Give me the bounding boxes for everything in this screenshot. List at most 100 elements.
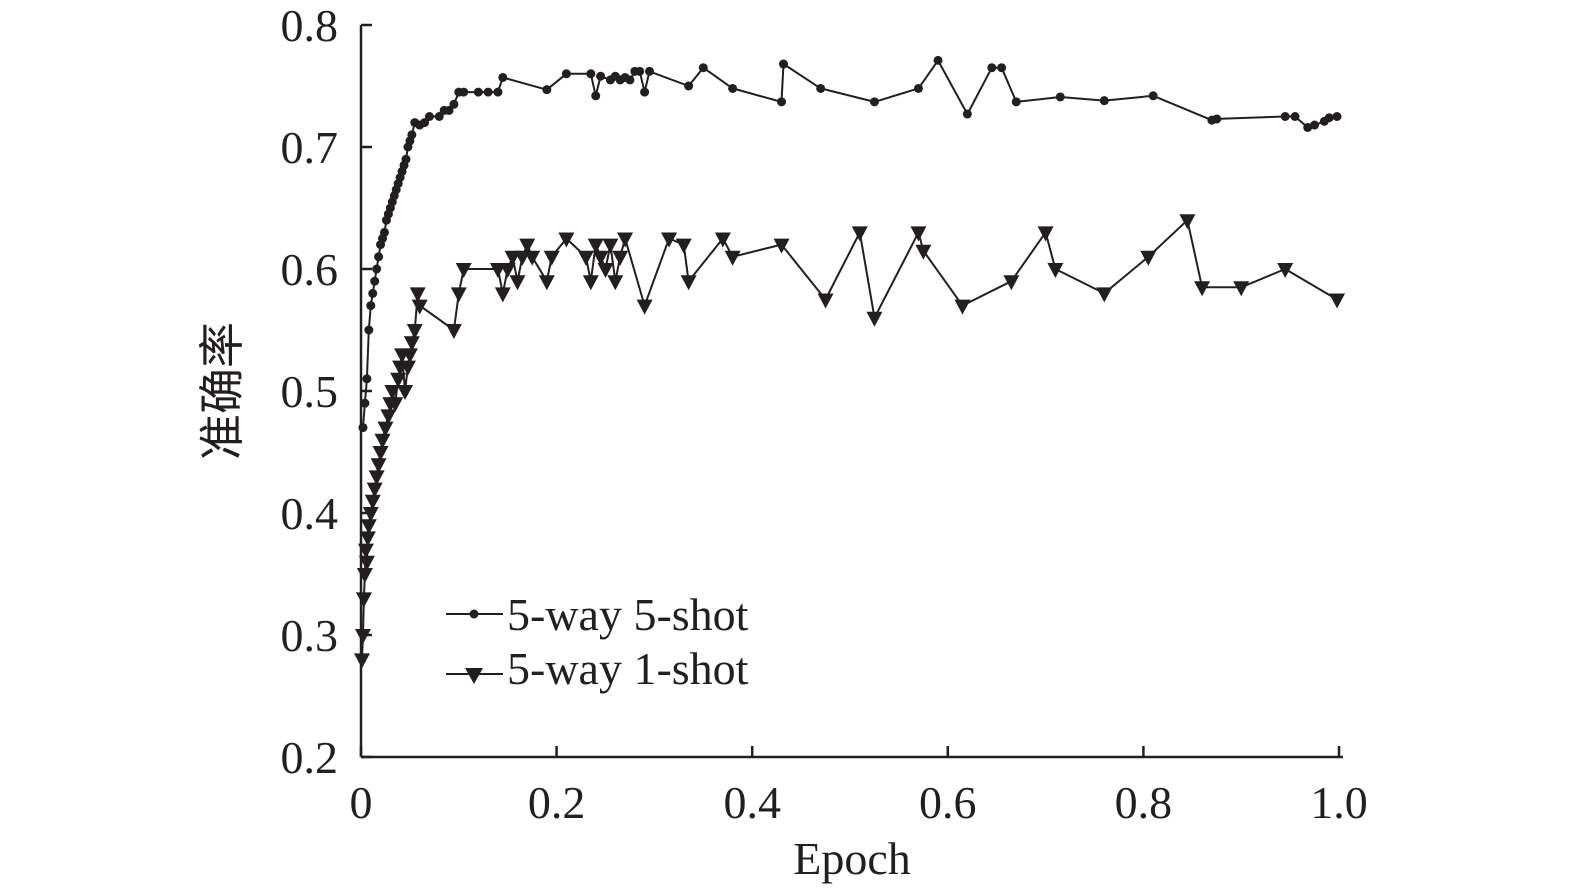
data-point-triangle — [612, 250, 629, 266]
data-point-triangle — [390, 372, 407, 388]
data-point-circle — [698, 63, 708, 73]
data-point-triangle — [1037, 226, 1054, 242]
data-point-triangle — [354, 629, 371, 644]
x-tick-label: 0.6 — [919, 777, 977, 828]
data-point-circle — [362, 374, 372, 384]
data-point-circle — [816, 83, 826, 93]
x-tick-label: 0 — [350, 777, 373, 828]
data-point-circle — [434, 112, 444, 121]
data-point-triangle — [359, 531, 376, 547]
data-point-circle — [1212, 114, 1222, 124]
data-point-circle — [368, 288, 378, 298]
data-point-circle — [684, 81, 694, 91]
data-point-circle — [1332, 112, 1342, 121]
legend-item-5way-1shot: 5-way 1-shot — [446, 643, 749, 694]
data-point-circle — [913, 83, 923, 93]
series-5-way-5-shot — [358, 55, 1342, 433]
data-point-circle — [401, 154, 411, 164]
y-tick-label: 0.2 — [281, 732, 339, 783]
data-point-triangle — [403, 336, 420, 352]
data-point-circle — [372, 264, 382, 274]
x-tick-label: 1.0 — [1310, 777, 1368, 828]
data-point-triangle — [509, 275, 526, 291]
data-point-triangle — [954, 299, 971, 315]
data-point-circle — [1324, 113, 1334, 123]
y-tick-label: 0.4 — [281, 488, 339, 539]
data-point-triangle — [411, 299, 428, 315]
data-point-circle — [1055, 92, 1065, 102]
data-point-circle — [635, 66, 645, 76]
legend-label-5way-5shot: 5-way 5-shot — [507, 589, 749, 640]
data-point-circle — [869, 97, 879, 107]
data-point-circle — [498, 72, 508, 82]
data-point-triangle — [366, 482, 383, 498]
data-point-triangle — [582, 275, 599, 291]
data-point-circle — [997, 63, 1007, 73]
y-tick-label: 0.8 — [281, 0, 339, 51]
data-point-triangle — [1096, 287, 1113, 303]
data-point-triangle — [455, 263, 472, 278]
x-axis-title: Epoch — [793, 833, 911, 884]
data-point-circle — [358, 423, 368, 433]
data-point-triangle — [1277, 263, 1294, 278]
data-point-circle — [493, 87, 503, 97]
y-axis-title: 准确率 — [197, 322, 248, 460]
data-point-circle — [586, 69, 596, 79]
data-point-circle — [645, 66, 655, 76]
data-point-triangle — [636, 299, 653, 315]
data-point-triangle — [661, 232, 678, 248]
data-point-triangle — [1194, 281, 1211, 297]
x-tick-label: 0.2 — [528, 777, 586, 828]
data-point-triangle — [357, 543, 374, 559]
data-point-triangle — [519, 238, 536, 254]
data-point-triangle — [355, 592, 372, 608]
data-point-triangle — [387, 397, 404, 413]
data-point-triangle — [915, 244, 932, 260]
data-point-triangle — [597, 263, 614, 278]
y-tick-label: 0.6 — [281, 244, 339, 295]
y-tick-label: 0.5 — [281, 366, 339, 417]
data-point-triangle — [724, 250, 741, 266]
data-point-triangle — [1329, 293, 1346, 309]
data-point-triangle — [353, 653, 370, 669]
data-point-circle — [777, 97, 787, 107]
data-point-circle — [1290, 112, 1300, 121]
data-point-circle — [459, 87, 469, 97]
data-point-triangle — [1003, 275, 1020, 291]
x-tick-label: 0.8 — [1115, 777, 1173, 828]
data-point-circle — [1303, 122, 1313, 132]
data-point-circle — [625, 75, 635, 85]
y-tick-label: 0.3 — [281, 610, 339, 661]
data-point-circle — [364, 325, 374, 335]
data-point-triangle — [524, 250, 541, 266]
data-point-triangle — [1047, 263, 1064, 278]
data-point-circle — [987, 63, 997, 73]
data-point-triangle — [680, 275, 697, 291]
data-point-triangle — [577, 250, 594, 266]
data-point-triangle — [397, 385, 414, 400]
data-point-circle — [379, 227, 389, 237]
data-point-triangle — [377, 421, 394, 437]
data-point-circle — [360, 398, 370, 408]
x-tick-label: 0.4 — [723, 777, 781, 828]
data-point-triangle — [360, 519, 377, 535]
data-point-triangle — [445, 324, 462, 339]
data-point-triangle — [1179, 214, 1196, 230]
data-point-circle — [1099, 96, 1109, 106]
data-point-triangle — [494, 287, 511, 303]
data-point-triangle — [370, 458, 387, 474]
data-point-circle — [366, 301, 376, 311]
series-layer — [353, 55, 1346, 669]
data-point-circle — [728, 83, 738, 93]
legend-marker-triangle — [465, 668, 483, 684]
data-point-circle — [1310, 120, 1320, 130]
data-point-triangle — [372, 446, 389, 461]
legend: 5-way 5-shot 5-way 1-shot — [446, 589, 749, 694]
data-point-triangle — [773, 238, 790, 254]
data-point-circle — [374, 252, 384, 262]
data-point-circle — [407, 130, 417, 140]
data-point-circle — [596, 71, 606, 81]
data-point-circle — [542, 85, 552, 95]
data-point-circle — [1148, 91, 1158, 101]
